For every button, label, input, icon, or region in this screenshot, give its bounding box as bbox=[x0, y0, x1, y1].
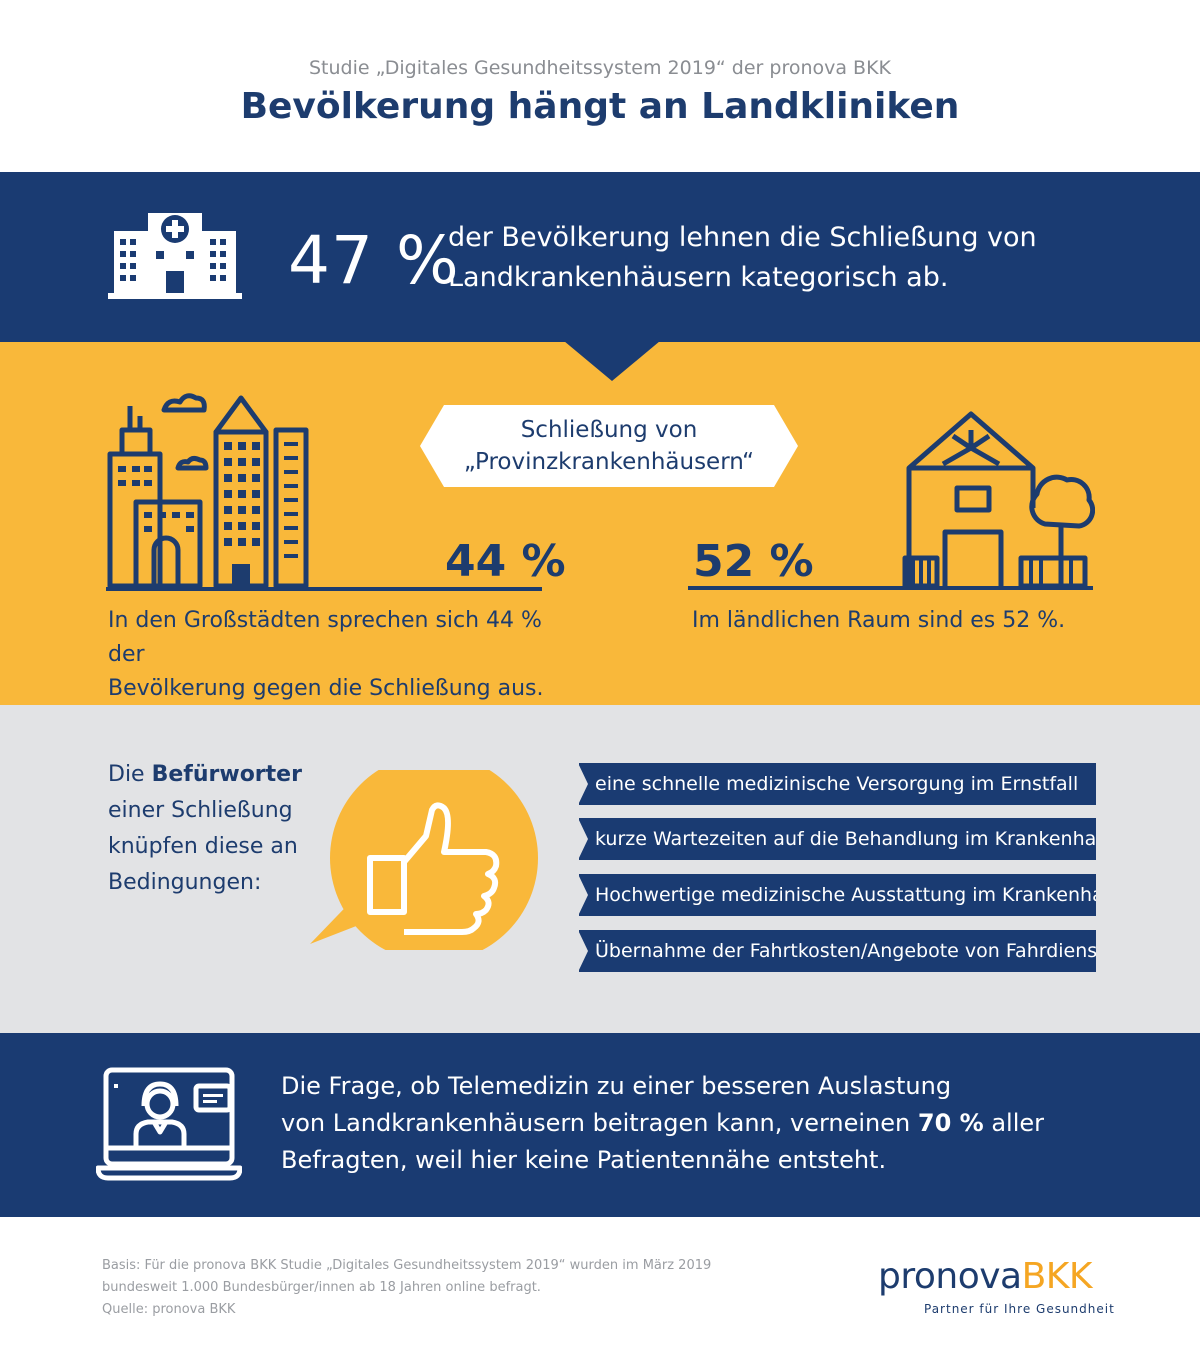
telemedicine-line-1: Die Frage, ob Telemedizin zu einer besse… bbox=[281, 1072, 952, 1100]
source-line: Quelle: pronova BKK bbox=[102, 1302, 236, 1317]
condition-item-1: eine schnelle medizinische Versorgung im… bbox=[579, 763, 1096, 805]
telemedicine-text: Die Frage, ob Telemedizin zu einer besse… bbox=[281, 1068, 1161, 1179]
thumbs-up-bubble-icon bbox=[310, 770, 538, 950]
basis-line-1: Basis: Für die pronova BKK Studie „Digit… bbox=[102, 1258, 712, 1273]
logo-main: pronova bbox=[878, 1256, 1022, 1297]
city-skyline-icon bbox=[107, 393, 309, 588]
telemedicine-line-2-pre: von Landkrankenhäusern beitragen kann, v… bbox=[281, 1109, 918, 1137]
rural-description: Im ländlichen Raum sind es 52 %. bbox=[692, 608, 1066, 633]
proponents-line-3: knüpfen diese an bbox=[108, 834, 298, 859]
farmhouse-icon bbox=[902, 411, 1095, 588]
closure-label-line-2: „Provinzkrankenhäusern“ bbox=[463, 449, 755, 475]
proponents-line-4: Bedingungen: bbox=[108, 870, 262, 895]
city-description-line-1: In den Großstädten sprechen sich 44 % de… bbox=[108, 608, 542, 667]
proponents-line-2: einer Schließung bbox=[108, 798, 293, 823]
closure-label-line-1: Schließung von bbox=[520, 417, 698, 443]
telemedicine-percent: 70 % bbox=[917, 1109, 984, 1137]
telemedicine-line-3: Befragten, weil hier keine Patientennähe… bbox=[281, 1146, 887, 1174]
basis-line-2: bundesweit 1.000 Bundesbürger/innen ab 1… bbox=[102, 1280, 541, 1295]
telemedicine-band bbox=[0, 1033, 1200, 1217]
proponents-text: Die Befürworter einer Schließung knüpfen… bbox=[108, 757, 328, 901]
rural-percent: 52 % bbox=[693, 536, 814, 587]
logo-tagline: Partner für Ihre Gesundheit bbox=[924, 1302, 1115, 1316]
headline-line-2: Landkrankenhäusern kategorisch ab. bbox=[448, 262, 949, 293]
telemedicine-line-2-post: aller bbox=[983, 1109, 1044, 1137]
condition-item-4: Übernahme der Fahrtkosten/Angebote von F… bbox=[579, 930, 1096, 972]
city-percent: 44 % bbox=[445, 536, 566, 587]
page-title: Bevölkerung hängt an Landkliniken bbox=[240, 86, 960, 127]
condition-item-2: kurze Wartezeiten auf die Behandlung im … bbox=[579, 818, 1096, 860]
hospital-icon bbox=[108, 213, 242, 299]
laptop-doctor-icon bbox=[96, 1067, 242, 1181]
city-description-line-2: Bevölkerung gegen die Schließung aus. bbox=[108, 676, 544, 701]
proponents-band bbox=[0, 705, 1200, 1033]
city-description: In den Großstädten sprechen sich 44 % de… bbox=[108, 604, 578, 706]
headline-line-1: der Bevölkerung lehnen die Schließung vo… bbox=[448, 222, 1037, 253]
proponents-bold: Befürworter bbox=[151, 762, 302, 787]
telemedicine-line-2: von Landkrankenhäusern beitragen kann, v… bbox=[281, 1105, 1161, 1142]
city-baseline bbox=[106, 587, 542, 591]
proponents-line-1: Die Befürworter bbox=[108, 757, 328, 793]
study-subtitle: Studie „Digitales Gesundheitssystem 2019… bbox=[308, 57, 892, 79]
headline-stat-text: der Bevölkerung lehnen die Schließung vo… bbox=[448, 218, 1148, 298]
header: Studie „Digitales Gesundheitssystem 2019… bbox=[0, 0, 1200, 172]
rural-baseline bbox=[688, 586, 1093, 590]
condition-item-3: Hochwertige medizinische Ausstattung im … bbox=[579, 874, 1096, 916]
proponents-prefix: Die bbox=[108, 762, 152, 787]
footer-note: Basis: Für die pronova BKK Studie „Digit… bbox=[102, 1255, 762, 1321]
pronova-bkk-logo: pronovaBKK bbox=[878, 1256, 1093, 1297]
headline-percent: 47 % bbox=[288, 222, 460, 299]
section-arrow bbox=[564, 341, 660, 381]
logo-accent: BKK bbox=[1021, 1256, 1093, 1297]
closure-label: Schließung von „Provinzkrankenhäusern“ bbox=[420, 414, 798, 478]
closure-label-tag bbox=[420, 405, 798, 487]
